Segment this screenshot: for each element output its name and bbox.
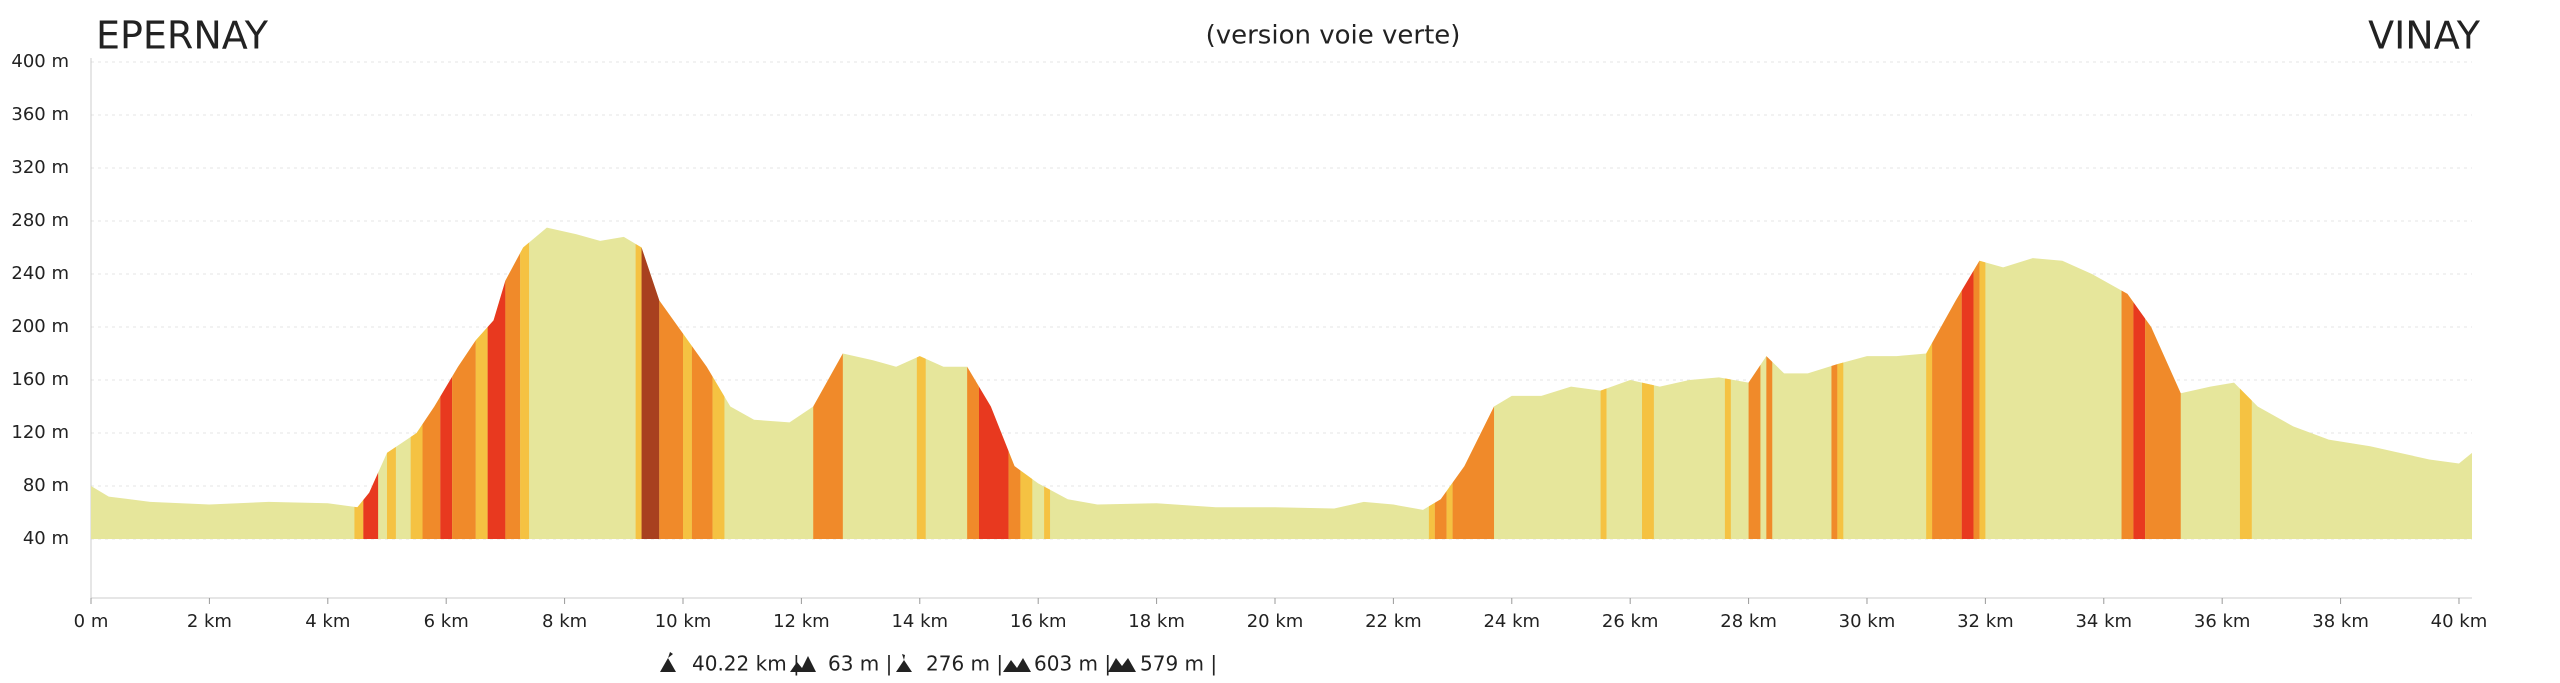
y-tick-label: 120 m [11, 422, 69, 443]
slope-segment [978, 227, 1009, 539]
slope-segment [1446, 227, 1453, 539]
slope-segment [691, 227, 713, 539]
icon [790, 656, 816, 672]
slope-segment [1837, 227, 1844, 539]
slope-segment [1831, 227, 1838, 539]
x-tick-label: 8 km [542, 611, 587, 632]
slope-segment [505, 227, 521, 539]
y-tick-label: 360 m [11, 104, 69, 125]
x-tick-label: 24 km [1483, 611, 1540, 632]
slope-segment [354, 227, 364, 539]
slope-segment [1020, 227, 1033, 539]
y-tick-label: 280 m [11, 210, 69, 231]
x-tick-label: 6 km [424, 611, 469, 632]
x-tick-label: 20 km [1247, 611, 1304, 632]
y-tick-label: 80 m [23, 475, 69, 496]
slope-segment [1961, 227, 1974, 539]
x-tick-label: 16 km [1010, 611, 1067, 632]
slope-segment [1766, 227, 1773, 539]
slope-segment [2133, 227, 2146, 539]
x-tick-label: 34 km [2075, 611, 2132, 632]
y-tick-label: 40 m [23, 528, 69, 549]
icon [896, 654, 912, 672]
slope-segment [916, 227, 926, 539]
icon [660, 652, 676, 672]
stat-icons [660, 652, 1136, 672]
slope-segment [2145, 227, 2181, 539]
slope-segment [1044, 227, 1051, 539]
x-tick-label: 18 km [1128, 611, 1185, 632]
stat-label: 579 m | [1140, 652, 1217, 676]
slope-segment [2121, 227, 2134, 539]
icon [1003, 658, 1031, 672]
slope-segment [682, 227, 692, 539]
slope-segment [452, 227, 476, 539]
slope-segment [1973, 227, 1980, 539]
slope-segments [354, 227, 2252, 539]
x-tick-label: 26 km [1602, 611, 1659, 632]
icon [1108, 658, 1136, 672]
stat-label: 40.22 km | [692, 652, 800, 676]
slope-segment [1434, 227, 1447, 539]
stat-label: 603 m | [1034, 652, 1111, 676]
slope-segment [1979, 227, 1986, 539]
slope-segment [1008, 227, 1021, 539]
slope-segment [1724, 227, 1731, 539]
x-tick-label: 10 km [655, 611, 712, 632]
slope-segment [422, 227, 441, 539]
slope-segment [967, 227, 979, 539]
slope-segment [386, 227, 396, 539]
x-tick-label: 40 km [2431, 611, 2488, 632]
x-tick-label: 0 m [74, 611, 109, 632]
slope-segment [410, 227, 423, 539]
slope-segment [1642, 227, 1654, 539]
slope-segment [813, 227, 843, 539]
y-tick-label: 160 m [11, 369, 69, 390]
x-tick-label: 4 km [305, 611, 350, 632]
end-title: VINAY [2368, 14, 2481, 58]
slope-segment [1428, 227, 1435, 539]
x-tick-label: 22 km [1365, 611, 1422, 632]
slope-segment [363, 227, 379, 539]
y-tick-label: 400 m [11, 51, 69, 72]
slope-segment [659, 227, 683, 539]
x-tick-label: 28 km [1720, 611, 1777, 632]
slope-segment [1926, 227, 1933, 539]
stat-label: 63 m | [828, 652, 892, 676]
start-title: EPERNAY [96, 14, 269, 58]
stat-label: 276 m | [926, 652, 1003, 676]
slope-segment [2239, 227, 2252, 539]
slope-segment [712, 227, 725, 539]
slope-segment [520, 227, 530, 539]
y-tick-label: 320 m [11, 157, 69, 178]
x-tick-label: 32 km [1957, 611, 2014, 632]
slope-segment [635, 227, 642, 539]
y-tick-label: 240 m [11, 263, 69, 284]
slope-segment [440, 227, 453, 539]
slope-segment [487, 227, 506, 539]
slope-segment [1748, 227, 1761, 539]
slope-segment [1452, 227, 1495, 539]
subtitle: (version voie verte) [1206, 21, 1461, 51]
y-tick-label: 200 m [11, 316, 69, 337]
slope-segment [1600, 227, 1607, 539]
slope-segment [641, 227, 660, 539]
x-tick-label: 36 km [2194, 611, 2251, 632]
x-tick-label: 2 km [187, 611, 232, 632]
x-tick-label: 14 km [891, 611, 948, 632]
x-tick-label: 38 km [2312, 611, 2369, 632]
x-tick-label: 12 km [773, 611, 830, 632]
slope-segment [1932, 227, 1962, 539]
x-tick-label: 30 km [1839, 611, 1896, 632]
slope-segment [475, 227, 488, 539]
